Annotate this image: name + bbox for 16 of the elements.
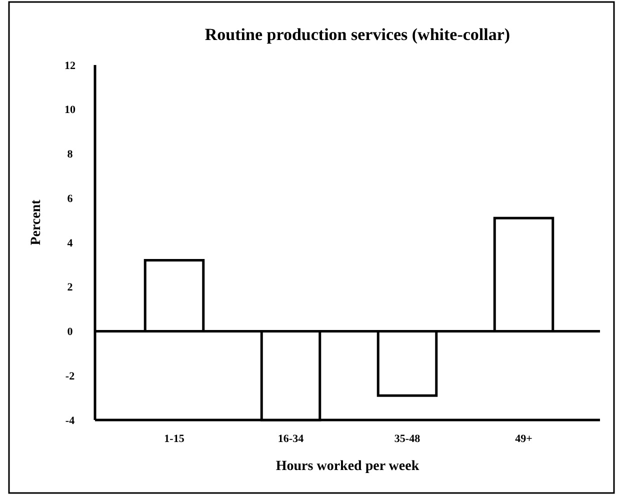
y-tick-label: -4: [65, 414, 76, 427]
y-tick-label: 4: [67, 237, 74, 250]
y-tick-label: 10: [64, 104, 76, 116]
x-axis-title: Hours worked per week: [276, 459, 420, 474]
x-tick-label: 16-34: [278, 433, 304, 445]
x-tick-label: 49+: [515, 433, 532, 445]
y-tick-label: 12: [64, 60, 76, 72]
y-tick-label: 2: [67, 282, 74, 294]
chart-title: Routine production services (white-collar): [204, 25, 510, 44]
y-tick-label: 6: [67, 192, 74, 205]
x-tick-label: 35-48: [394, 433, 421, 445]
x-tick-label: 1-15: [164, 433, 185, 445]
y-axis-title: Percent: [29, 199, 44, 246]
y-tick-label: 8: [67, 148, 74, 161]
y-tick-label: 0: [67, 326, 74, 338]
y-tick-label: -2: [65, 370, 76, 382]
